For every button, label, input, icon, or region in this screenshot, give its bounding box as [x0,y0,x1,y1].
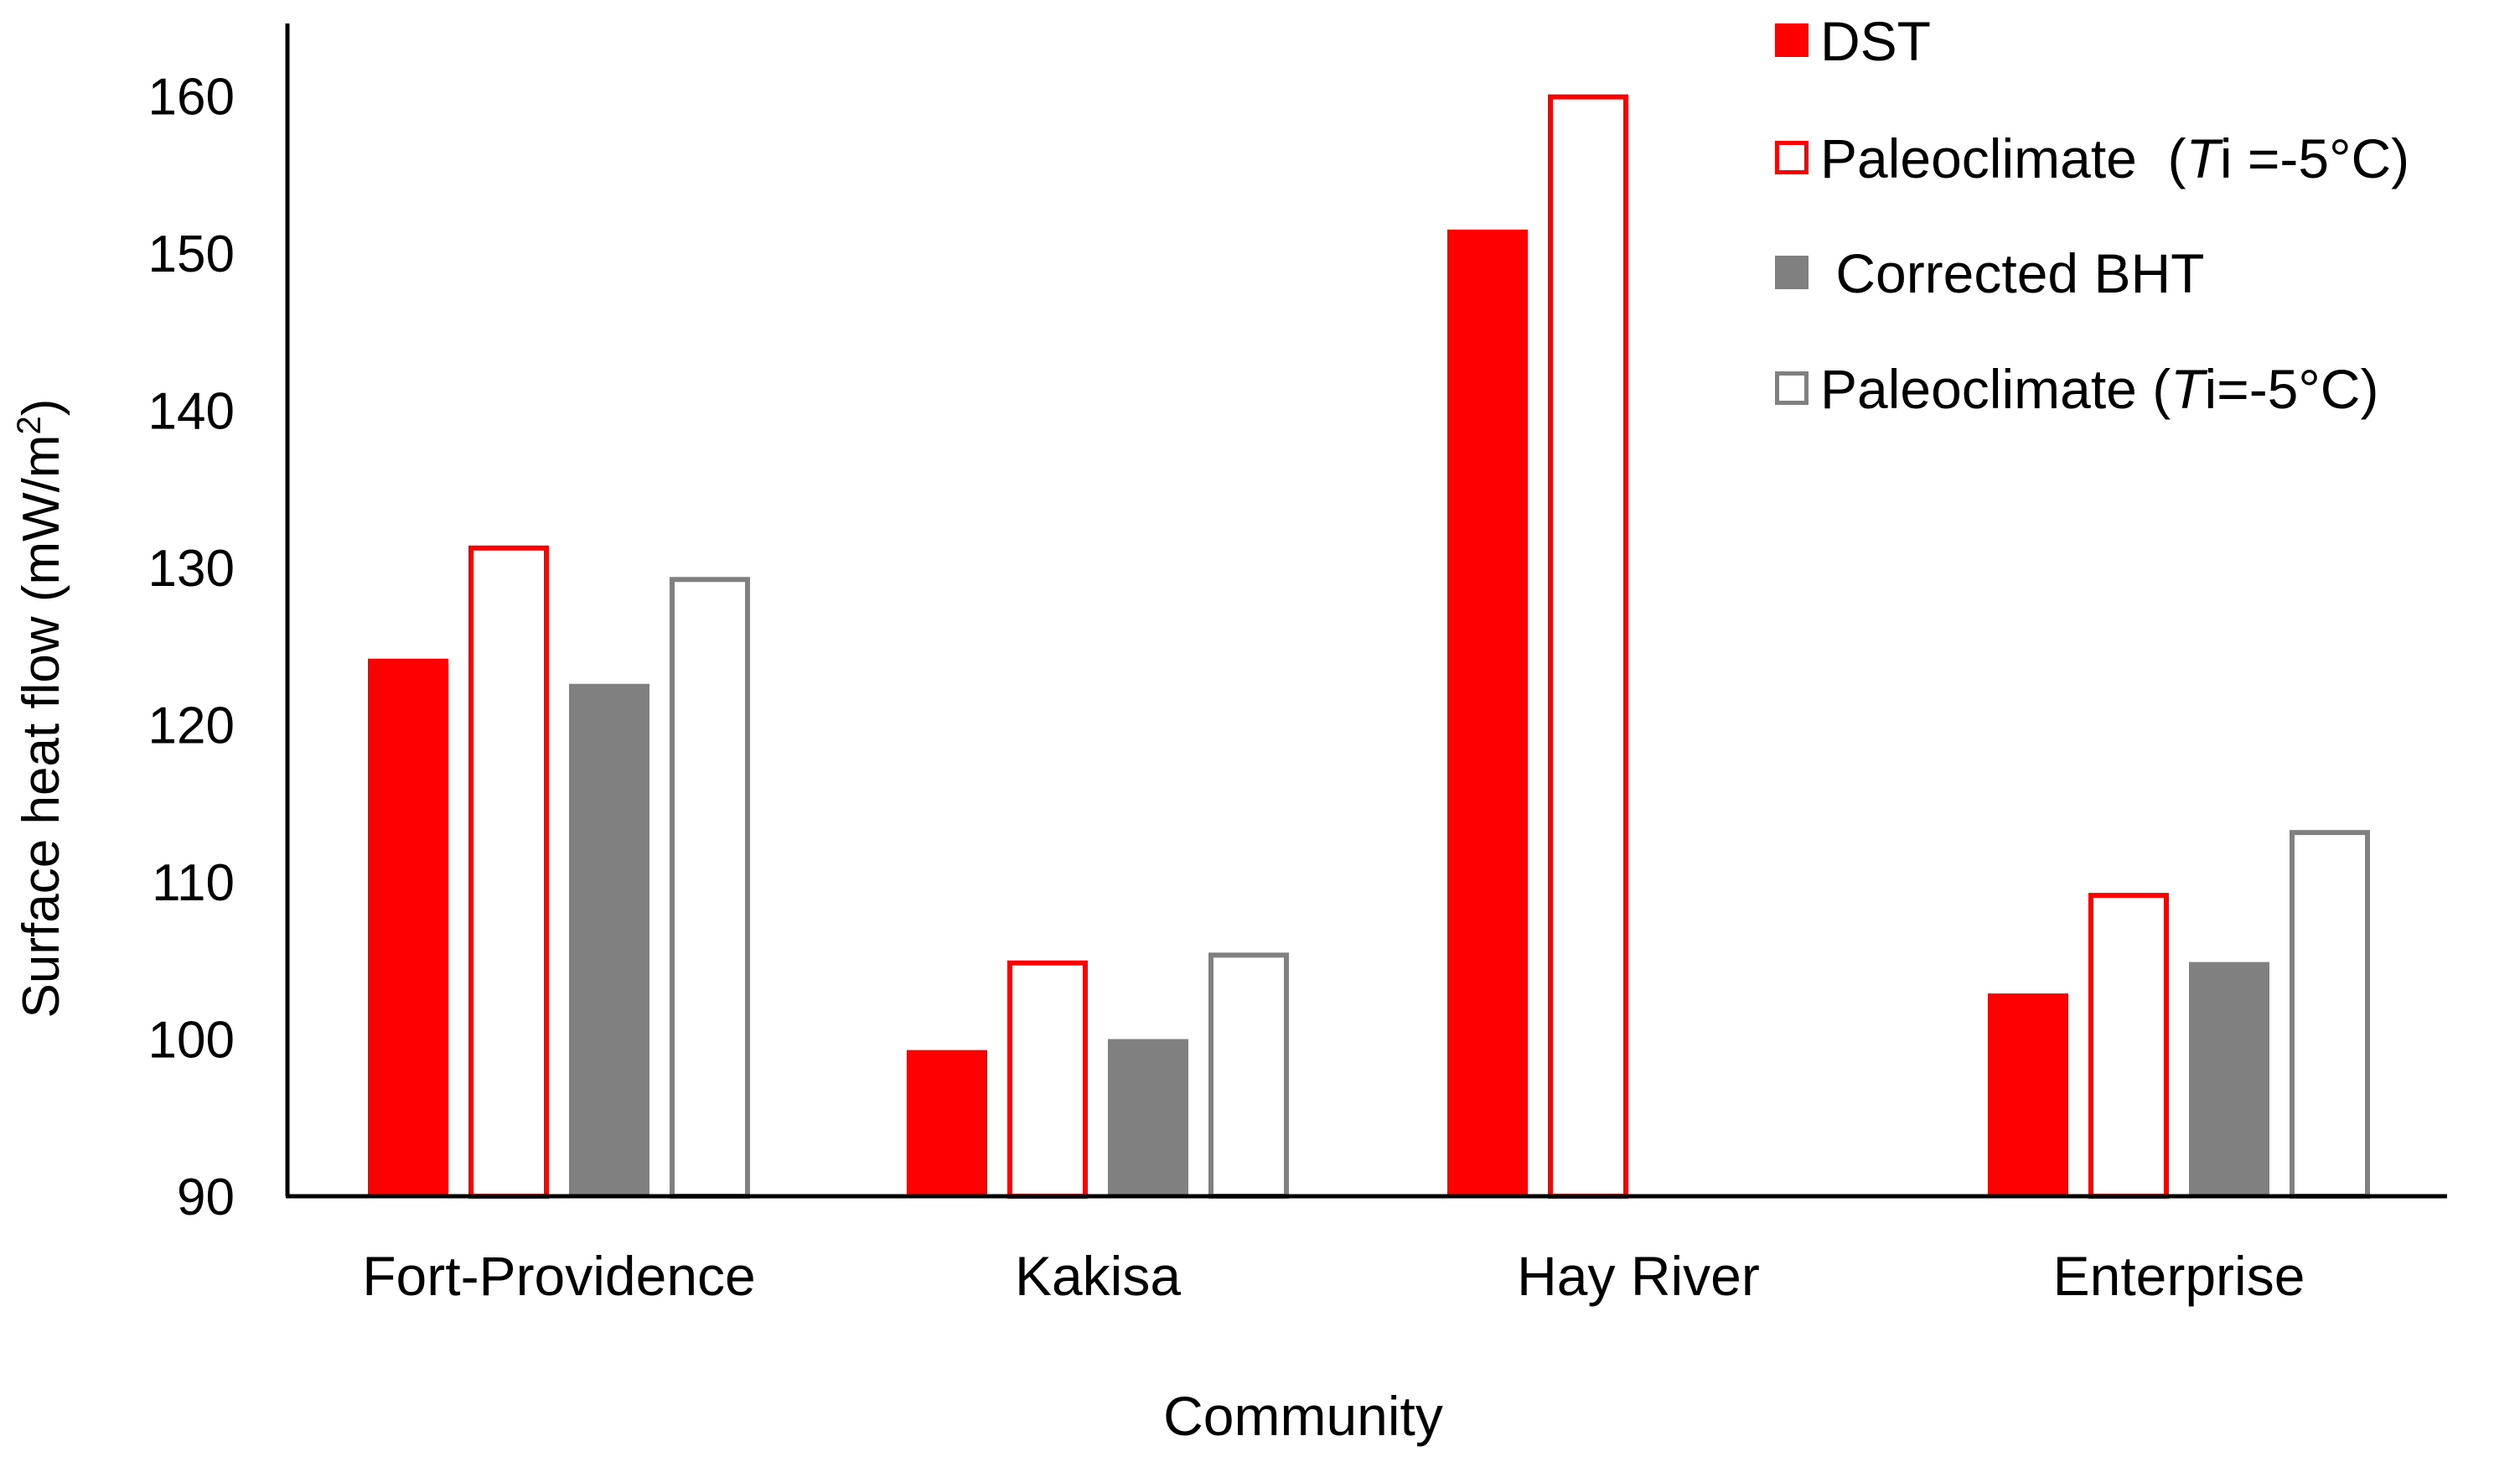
bar-corrected-bht-enterprise [2189,962,2269,1196]
legend-label-3: Paleoclimate (Ti=-5°C) [1820,358,2378,420]
axes-layer [285,23,2447,1199]
bar-paleoclimate-ti-5-c-hay-river [1548,94,1628,1199]
bar-corrected-bht-kakisa [1108,1039,1188,1196]
y-axis-label-superscript: 2 [11,416,48,434]
bar-paleoclimate-ti-5-c-fort-providence [670,577,750,1199]
x-tick-label-fort-providence: Fort-Providence [362,1245,756,1307]
bar-paleoclimate-ti-5-c-kakisa [1208,952,1289,1199]
legend-marker-0 [1775,23,1809,57]
legend-label-text: DST [1820,10,1931,72]
y-tick-label-110: 110 [152,854,235,912]
x-tick-label-kakisa: Kakisa [1015,1245,1181,1307]
x-tick-label-enterprise: Enterprise [2053,1245,2305,1307]
y-tick-label-100: 100 [148,1012,235,1070]
y-axis-label-suffix: ) [13,399,70,417]
legend-label-text: Paleoclimate ( [1820,358,2171,420]
y-tick-label-120: 120 [148,697,235,755]
legend-label-italic: T [2171,358,2208,420]
bar-paleoclimate-ti-5-c-kakisa [1007,960,1088,1199]
y-tick-label-160: 160 [148,69,235,127]
bar-dst-hay-river [1447,229,1528,1196]
bar-paleoclimate-ti-5-c-enterprise [2290,830,2370,1199]
bar-dst-fort-providence [368,658,448,1196]
legend-marker-1 [1775,141,1809,174]
bar-dst-enterprise [1988,993,2068,1196]
y-tick-label-140: 140 [148,383,235,441]
legend-label-italic: T [2186,127,2224,189]
bar-paleoclimate-ti-5-c-enterprise [2088,893,2169,1199]
bar-corrected-bht-fort-providence [569,683,649,1196]
x-axis-label: Community [1163,1385,1443,1447]
legend-marker-3 [1775,371,1809,405]
legend-label-1: Paleoclimate (Ti =-5°C) [1820,127,2409,189]
legend-marker-2 [1775,256,1809,289]
y-tick-label-90: 90 [177,1169,235,1226]
y-tick-label-130: 130 [148,540,235,598]
legend-label-0: DST [1820,10,1931,72]
legend-label-tail: i =-5°C) [2220,127,2409,189]
y-axis-label: Surface heat flow (mW/m2) [11,399,70,1019]
legend-label-text: Paleoclimate ( [1820,127,2186,189]
y-axis-label-main: Surface heat flow (mW/m [13,434,70,1018]
x-tick-label-hay-river: Hay River [1517,1245,1760,1307]
y-tick-labels: 90 100 110 120 130 140 150 160 [148,69,235,1227]
bars-layer [368,94,2370,1199]
x-tick-labels: Fort-Providence Kakisa Hay River Enterprise [362,1245,2305,1307]
bar-dst-kakisa [907,1050,987,1196]
y-tick-label-150: 150 [148,225,235,283]
bar-paleoclimate-ti-5-c-fort-providence [468,545,549,1199]
legend-label-text: Corrected BHT [1820,242,2204,304]
legend-label-2: Corrected BHT [1820,242,2204,304]
legend-label-tail: i=-5°C) [2205,358,2379,420]
